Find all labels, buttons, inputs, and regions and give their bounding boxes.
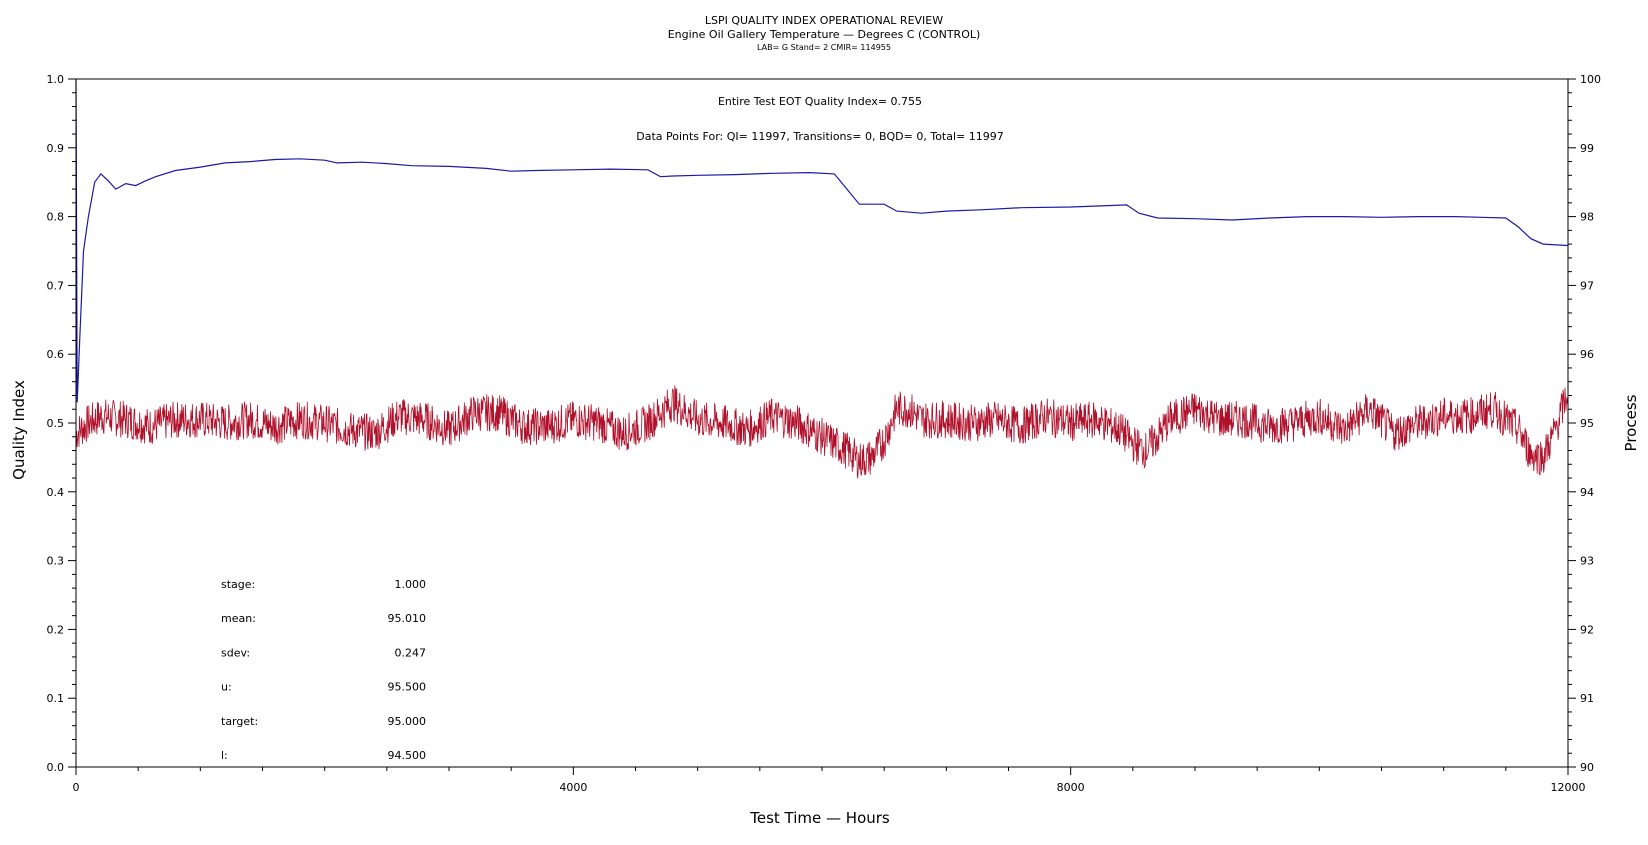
- stat-label: u:: [221, 681, 232, 694]
- x-tick-label: 8000: [1057, 781, 1085, 794]
- y-axis-right-label: Process: [1622, 394, 1640, 451]
- quality-index-series-line: [75, 78, 1568, 403]
- series-layer: [75, 78, 1568, 479]
- y-left-tick-label: 0.7: [47, 279, 65, 292]
- y-left-tick-label: 0.2: [47, 623, 65, 636]
- y-right-tick-label: 95: [1580, 417, 1594, 430]
- stat-value: 0.247: [395, 646, 427, 659]
- stat-value: 94.500: [388, 749, 427, 762]
- chart-subtitle: Engine Oil Gallery Temperature — Degrees…: [667, 28, 981, 42]
- stat-label: mean:: [221, 612, 256, 625]
- data-points-annotation: Data Points For: QI= 11997, Transitions=…: [636, 130, 1004, 143]
- y-right-tick-label: 99: [1580, 142, 1594, 155]
- y-right-tick-label: 90: [1580, 761, 1594, 774]
- y-right-tick-label: 97: [1580, 279, 1594, 292]
- y-left-tick-label: 0.8: [47, 211, 65, 224]
- y-left-tick-label: 0.5: [47, 417, 65, 430]
- stat-label: stage:: [221, 578, 255, 591]
- plot-frame: [75, 78, 1569, 768]
- y-axis-left-label: Quality Index: [10, 380, 28, 480]
- chart-title: LSPI QUALITY INDEX OPERATIONAL REVIEW: [704, 14, 944, 27]
- y-right-tick-label: 91: [1580, 692, 1594, 705]
- y-left-tick-label: 0.6: [47, 348, 65, 361]
- stat-value: 95.000: [388, 715, 427, 728]
- y-left-tick-label: 0.3: [47, 555, 65, 568]
- process-series-line: [75, 385, 1568, 479]
- y-right-tick-label: 96: [1580, 348, 1594, 361]
- stats-table: stage: 1.000 mean: 95.010 sdev: 0.247 u: 95.500…: [221, 578, 426, 762]
- y-right-tick-label: 100: [1580, 73, 1601, 86]
- stat-label: target:: [221, 715, 258, 728]
- x-tick-label: 4000: [559, 781, 587, 794]
- chart-sub-subtitle: LAB= G Stand= 2 CMIR= 114955: [757, 42, 891, 52]
- stat-label: sdev:: [221, 646, 250, 659]
- y-left-tick-label: 0.1: [47, 692, 65, 705]
- stat-value: 95.010: [388, 612, 427, 625]
- y-right-tick-label: 93: [1580, 555, 1594, 568]
- y-right-tick-label: 94: [1580, 486, 1594, 499]
- stat-value: 95.500: [388, 681, 427, 694]
- x-tick-label: 12000: [1551, 781, 1586, 794]
- chart-title-block: LSPI QUALITY INDEX OPERATIONAL REVIEW En…: [0, 14, 1648, 53]
- y-right-tick-label: 98: [1580, 211, 1594, 224]
- y-right-tick-label: 92: [1580, 623, 1594, 636]
- y-left-tick-label: 0.4: [47, 486, 65, 499]
- y-left-tick-label: 0.9: [47, 142, 65, 155]
- quality-index-annotation: Entire Test EOT Quality Index= 0.755: [718, 95, 922, 108]
- y-left-tick-label: 0.0: [47, 761, 65, 774]
- stat-label: l:: [221, 749, 228, 762]
- stat-value: 1.000: [395, 578, 427, 591]
- x-axis-label: Test Time — Hours: [749, 809, 890, 827]
- x-tick-label: 0: [73, 781, 80, 794]
- axis-ticks: 0 4000 8000 12000 0.0 0.1 0.2 0.3 0.4 0.5 0.6 0.7 0.…: [47, 73, 1602, 794]
- y-left-tick-label: 1.0: [47, 73, 65, 86]
